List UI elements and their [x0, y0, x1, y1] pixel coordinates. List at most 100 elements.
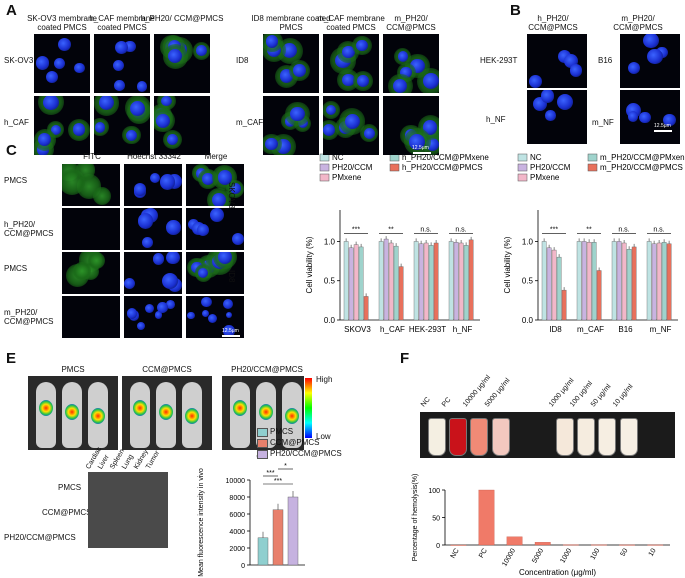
bar	[611, 241, 617, 321]
nucleus	[569, 64, 583, 78]
nucleus	[94, 122, 106, 133]
micrograph-tile	[62, 208, 120, 250]
scale-bar-label: 12.5μm	[412, 145, 429, 151]
x-tick-label: 100	[590, 547, 602, 561]
nucleus	[647, 48, 663, 65]
bar	[586, 242, 592, 321]
x-tick-label: HEK-293T	[409, 325, 446, 334]
y-tick-label: 100	[428, 488, 440, 495]
micrograph-tile	[263, 96, 319, 155]
micrograph-tile	[186, 252, 244, 294]
y-tick-label: 1.0	[324, 237, 336, 246]
nucleus	[141, 237, 153, 248]
nucleus	[207, 314, 217, 324]
nucleus	[198, 267, 209, 279]
nucleus	[397, 51, 408, 62]
nucleus	[126, 308, 138, 319]
mouse	[156, 382, 176, 448]
colorbar-high-label: High	[316, 375, 333, 384]
row-label: PH20/CCM@PMCS	[4, 533, 76, 542]
bar	[478, 489, 495, 546]
nucleus	[356, 39, 368, 52]
nucleus	[144, 303, 154, 313]
y-tick-label: 8000	[229, 495, 245, 502]
nucleus	[223, 324, 236, 337]
micrograph-tile	[186, 208, 244, 250]
x-tick-label: NC	[450, 548, 461, 560]
nucleus	[130, 100, 146, 116]
nucleus	[126, 129, 137, 141]
legend-label: NC	[530, 153, 542, 162]
y-tick-label: 0.0	[324, 316, 336, 325]
fluorescent-membrane	[92, 187, 112, 206]
row-label: m_CAF	[236, 118, 264, 127]
nucleus	[217, 170, 233, 186]
x-tick-label: m_NF	[650, 325, 672, 334]
micrograph-tile	[186, 296, 244, 338]
nucleus	[541, 90, 555, 103]
nucleus	[393, 78, 408, 93]
tube-label: NC	[419, 396, 432, 409]
nucleus	[341, 45, 355, 59]
bar	[666, 243, 672, 321]
mouse	[36, 382, 56, 448]
nucleus	[628, 61, 641, 75]
micrograph-tile	[94, 96, 150, 155]
y-tick-label: 0.5	[324, 277, 336, 286]
bar	[378, 241, 384, 321]
nucleus	[53, 58, 66, 70]
nucleus	[325, 104, 337, 116]
legend-swatch	[257, 450, 268, 459]
panel-label-a: A	[6, 2, 17, 19]
bar	[631, 246, 637, 321]
bar	[448, 241, 454, 321]
micrograph-tile	[34, 34, 90, 93]
nucleus	[400, 66, 412, 79]
bar	[272, 509, 284, 566]
nucleus	[74, 62, 85, 74]
row-label: SK-OV3	[4, 56, 34, 65]
row-label: PMCS	[58, 483, 82, 492]
nucleus	[99, 96, 115, 111]
tube	[428, 418, 446, 456]
y-tick-label: 0.0	[522, 316, 534, 325]
ex-vivo-organ-image	[88, 472, 168, 548]
nucleus	[124, 278, 135, 290]
fluorescent-membrane	[76, 164, 96, 180]
row-label: PMCS	[4, 176, 28, 185]
nucleus	[196, 223, 209, 236]
tube	[577, 418, 595, 456]
legend-label: h_PH20/CCM@PMCS	[402, 163, 483, 172]
bar	[581, 241, 587, 321]
legend-swatch	[517, 163, 528, 172]
nucleus	[217, 252, 232, 265]
fluorescent-membrane	[88, 252, 106, 269]
fluorescence-signal	[133, 400, 147, 416]
fluorescent-membrane	[72, 261, 91, 280]
ivis-image	[122, 376, 212, 450]
nucleus	[38, 133, 52, 147]
nucleus	[58, 38, 72, 52]
nucleus	[210, 208, 224, 222]
nucleus	[149, 172, 160, 183]
column-header: SK-OV3 membrane coated PMCS	[27, 14, 97, 32]
nucleus	[154, 311, 163, 319]
tube	[598, 418, 616, 456]
nucleus	[166, 133, 179, 146]
nucleus	[112, 60, 124, 72]
significance-label: **	[388, 227, 394, 234]
nucleus	[229, 183, 241, 195]
micrograph-tile	[124, 208, 182, 250]
fluorescence-signal	[159, 404, 173, 420]
panel-f-chart: 0 50 100 Percentage of hemolysis(%) NC PC 1000…	[412, 474, 670, 577]
bar	[546, 247, 552, 321]
y-axis-label: Percentage of hemolysis(%)	[412, 474, 419, 562]
bar	[656, 242, 662, 321]
micrograph-tile	[34, 96, 90, 155]
bar	[458, 242, 464, 321]
micrograph-tile	[620, 34, 680, 88]
nucleus	[363, 128, 375, 139]
row-label: CCM@PMCS	[42, 508, 92, 517]
bar	[353, 244, 359, 321]
